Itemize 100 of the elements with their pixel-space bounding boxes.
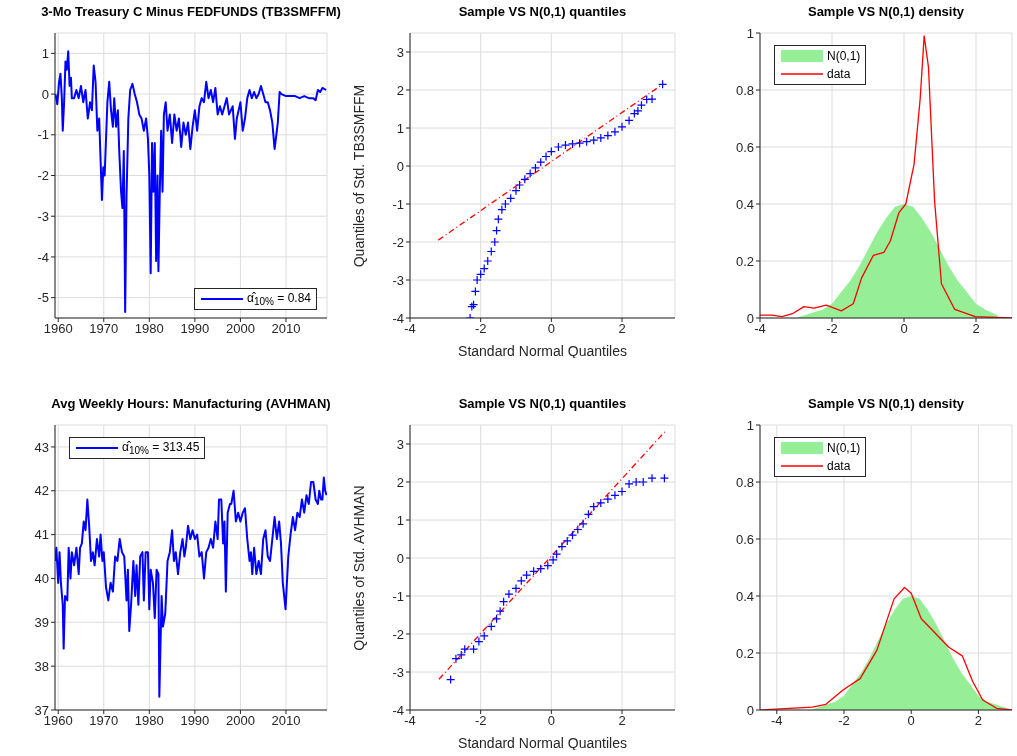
chart-title: Sample VS N(0,1) density xyxy=(807,4,965,19)
point xyxy=(504,589,514,599)
chart-title: Sample VS N(0,1) density xyxy=(807,396,965,411)
x-tick-label: -2 xyxy=(474,713,487,729)
point xyxy=(610,490,620,500)
point xyxy=(548,555,558,565)
point xyxy=(522,570,532,580)
point xyxy=(483,256,493,266)
point xyxy=(596,133,606,143)
point xyxy=(479,631,489,641)
y-tick-label: 0 xyxy=(746,702,754,718)
x-tick-label: 1970 xyxy=(89,321,119,337)
point xyxy=(474,637,484,647)
legend-label: N(0,1) xyxy=(827,49,861,63)
y-tick-label: -4 xyxy=(392,310,404,326)
x-tick-label: 2010 xyxy=(271,713,301,729)
legend-label: data xyxy=(827,459,851,473)
y-tick-label: 1 xyxy=(746,417,754,433)
point xyxy=(603,131,613,141)
legend-label: N(0,1) xyxy=(827,441,861,455)
chart-title: Avg Weekly Hours: Manufacturing (AVHMAN) xyxy=(51,396,331,411)
y-tick-label: 41 xyxy=(34,527,49,543)
y-tick-label: 1 xyxy=(746,25,754,41)
y-tick-label: 39 xyxy=(34,614,49,630)
x-tick-label: -2 xyxy=(474,321,487,337)
y-tick-label: 0.2 xyxy=(735,253,754,269)
chart-title: Sample VS N(0,1) quantiles xyxy=(458,4,627,19)
x-tick-label: 0 xyxy=(547,321,555,337)
point xyxy=(495,606,505,616)
y-axis-title: Quantiles of Std. TB3SMFFM xyxy=(351,84,367,267)
x-tick-label: 1980 xyxy=(134,321,164,337)
point xyxy=(562,536,572,546)
y-tick-label: -3 xyxy=(392,272,404,288)
y-tick-label: 1 xyxy=(41,45,49,61)
y-tick-label: 40 xyxy=(34,571,49,587)
point xyxy=(624,479,634,489)
point xyxy=(617,122,627,132)
x-axis-title: Standard Normal Quantiles xyxy=(458,735,627,751)
y-tick-label: 0.2 xyxy=(735,645,754,661)
x-tick-label: -2 xyxy=(838,713,850,729)
x-tick-label: 1980 xyxy=(134,713,164,729)
y-tick-label: -3 xyxy=(392,664,404,680)
y-tick-label: -1 xyxy=(392,588,404,604)
point xyxy=(624,115,634,125)
point xyxy=(610,127,620,137)
y-tick-label: -2 xyxy=(392,626,404,642)
point xyxy=(530,163,541,173)
y-tick-label: 38 xyxy=(34,658,49,674)
point xyxy=(647,473,657,483)
y-tick-label: 0.4 xyxy=(735,196,754,212)
y-tick-label: -2 xyxy=(392,234,404,250)
y-tick-label: 0.6 xyxy=(735,139,754,155)
y-tick-label: 0.8 xyxy=(735,82,754,98)
point xyxy=(472,275,482,285)
point xyxy=(633,106,643,116)
x-tick-label: 2 xyxy=(974,713,983,729)
point xyxy=(603,494,613,504)
chart-title: Sample VS N(0,1) quantiles xyxy=(458,396,627,411)
line-series xyxy=(55,476,327,698)
y-tick-label: 42 xyxy=(34,483,49,499)
y-tick-label: 0.8 xyxy=(735,474,754,490)
legend-label: data xyxy=(827,67,851,81)
point xyxy=(514,180,525,190)
y-tick-label: 2 xyxy=(396,82,404,98)
point xyxy=(541,151,551,162)
y-tick-label: 0 xyxy=(396,158,404,174)
x-tick-label: 1990 xyxy=(180,321,210,337)
x-tick-label: 1970 xyxy=(89,713,119,729)
point xyxy=(638,477,648,487)
x-tick-label: 0 xyxy=(900,321,908,337)
x-tick-label: 2010 xyxy=(271,321,301,337)
point xyxy=(631,477,641,487)
point xyxy=(567,139,578,149)
y-tick-label: 0 xyxy=(41,86,49,102)
point xyxy=(596,498,606,508)
point xyxy=(500,199,510,209)
y-tick-label: 2 xyxy=(396,474,404,490)
y-tick-label: -1 xyxy=(392,196,404,212)
point xyxy=(617,486,627,497)
y-tick-label: -4 xyxy=(37,249,49,265)
y-tick-label: 43 xyxy=(34,439,49,455)
y-axis-title: Quantiles of Std. AVHMAN xyxy=(351,484,367,651)
y-tick-label: 0.6 xyxy=(735,531,754,547)
y-tick-label: 0 xyxy=(746,310,754,326)
x-tick-label: -4 xyxy=(771,713,783,729)
x-tick-label: 0 xyxy=(547,713,555,729)
x-tick-label: 1990 xyxy=(180,713,210,729)
x-tick-label: 0 xyxy=(907,713,915,729)
point xyxy=(451,654,461,664)
point xyxy=(490,237,500,247)
x-tick-label: 2000 xyxy=(225,321,255,337)
point xyxy=(553,142,563,152)
y-tick-label: -5 xyxy=(37,290,49,306)
x-tick-label: 2 xyxy=(972,321,980,337)
legend-label: α̂$_{10%}$ = 0.84 xyxy=(247,290,311,308)
chart-title: 3-Mo Treasury C Minus FEDFUNDS (TB3SMFFM) xyxy=(41,4,341,19)
y-tick-label: -4 xyxy=(392,702,404,718)
x-tick-label: 2000 xyxy=(225,713,255,729)
y-tick-label: 0 xyxy=(396,550,404,566)
y-tick-label: 3 xyxy=(396,436,404,452)
